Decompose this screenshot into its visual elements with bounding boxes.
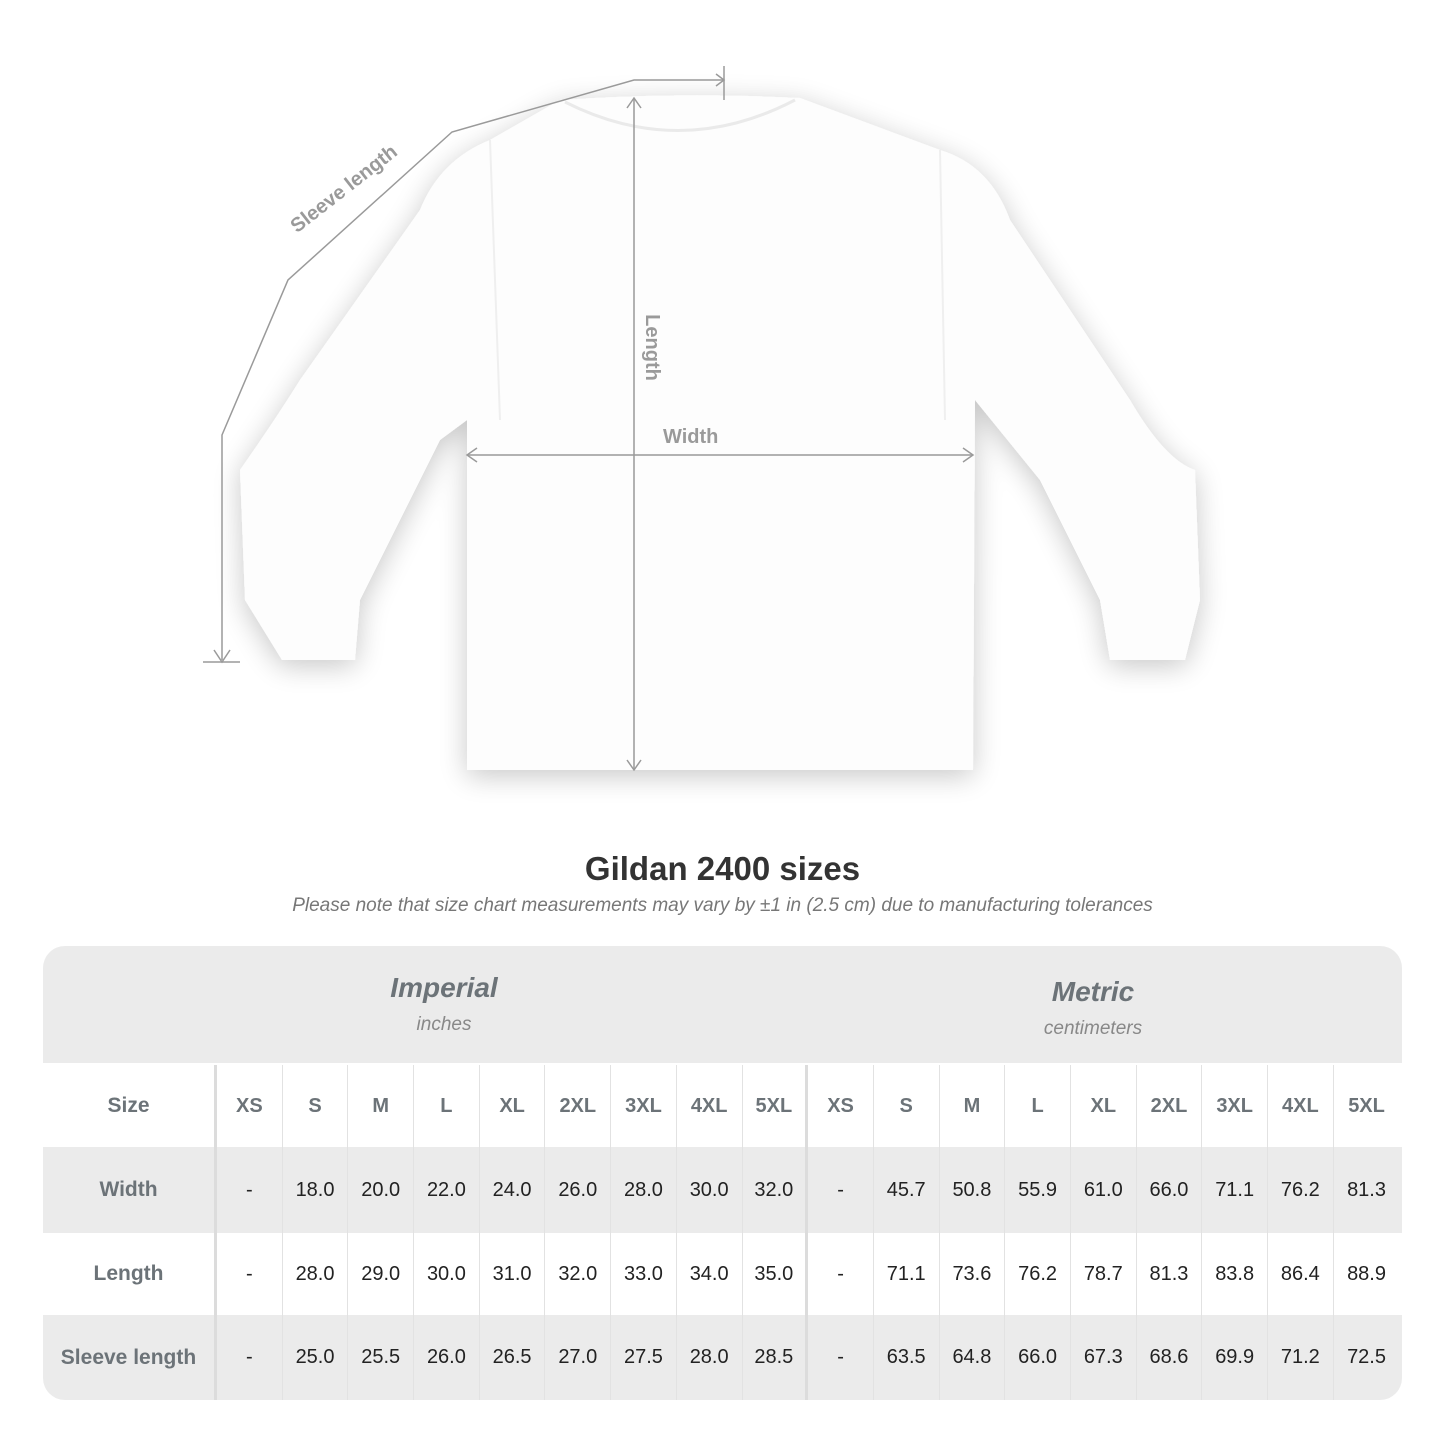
size-header-cell: XS: [217, 1065, 283, 1147]
long-sleeve-shirt-image: [240, 95, 1200, 770]
size-header-cell: 5XL: [1348, 1094, 1385, 1117]
size-header-cell: XS: [808, 1065, 874, 1147]
metric-value-cell: 68.6: [1137, 1315, 1203, 1400]
imperial-value-cell: 18.0: [283, 1147, 349, 1233]
imperial-title: Imperial: [390, 972, 498, 1003]
metric-title: Metric: [1051, 976, 1135, 1007]
imperial-value-cell: 32.0: [545, 1233, 612, 1315]
size-header-cell: M: [348, 1065, 415, 1147]
imperial-value-cell: 28.5: [743, 1315, 809, 1400]
metric-value-cell: 72.5: [1347, 1346, 1386, 1368]
imperial-value-cell: 25.0: [283, 1315, 349, 1400]
width-label: Width: [663, 426, 719, 448]
size-header-row: Size XS S M L XL 2XL 3XL 4XL 5XL XS S M L XL 2XL 3XL 4XL 5…: [43, 1065, 1402, 1147]
shirt-diagram: [203, 66, 1200, 772]
imperial-value-cell: 35.0: [743, 1233, 809, 1315]
size-header-cell: S: [283, 1065, 349, 1147]
size-table: Imperial inches Metric centimeters Size X…: [43, 946, 1402, 1400]
metric-value-cell: 76.2: [1005, 1233, 1071, 1315]
row-label: Sleeve length: [43, 1315, 217, 1400]
metric-value-cell: 66.0: [1005, 1315, 1071, 1400]
table-row: Length -28.0 29.0 30.0 31.0 32.0 33.0 34.0 35.0-…: [43, 1233, 1402, 1315]
size-header-cell: XL: [1071, 1065, 1137, 1147]
metric-value-cell: 83.8: [1202, 1233, 1268, 1315]
page-title: Gildan 2400 sizes: [584, 850, 861, 887]
size-header-cell: 4XL: [677, 1065, 743, 1147]
metric-value-cell: 76.2: [1268, 1147, 1334, 1233]
row-label: Length: [43, 1233, 217, 1315]
imperial-value-cell: 28.0: [611, 1147, 677, 1233]
imperial-value-cell: 20.0: [348, 1147, 415, 1233]
size-header-cell: XL: [480, 1065, 546, 1147]
size-header-cell: 5XL: [743, 1065, 809, 1147]
imperial-value-cell: 31.0: [480, 1233, 546, 1315]
table-row: Sleeve length -25.0 25.5 26.0 26.5 27.0 27.5 28…: [43, 1315, 1402, 1400]
metric-value-cell: 69.9: [1202, 1315, 1268, 1400]
imperial-value-cell: 27.0: [545, 1315, 612, 1400]
size-header-cell: 3XL: [1202, 1065, 1268, 1147]
metric-value-cell: 66.0: [1137, 1147, 1203, 1233]
metric-value-cell: -: [808, 1233, 874, 1315]
imperial-value-cell: -: [217, 1147, 283, 1233]
imperial-value-cell: 26.0: [414, 1315, 480, 1400]
metric-value-cell: 78.7: [1071, 1233, 1137, 1315]
measurement-lines: [203, 66, 975, 772]
metric-value-cell: 61.0: [1071, 1147, 1137, 1233]
imperial-value-cell: 22.0: [414, 1147, 480, 1233]
imperial-value-cell: 24.0: [480, 1147, 546, 1233]
size-header-cell: M: [940, 1065, 1006, 1147]
imperial-value-cell: 27.5: [611, 1315, 677, 1400]
metric-value-cell: 71.1: [874, 1233, 940, 1315]
metric-value-cell: -: [808, 1315, 874, 1400]
metric-header: Metric centimeters: [768, 976, 1402, 1040]
metric-value-cell: 63.5: [874, 1315, 940, 1400]
metric-unit: centimeters: [1043, 1018, 1143, 1039]
imperial-value-cell: 28.0: [283, 1233, 349, 1315]
imperial-value-cell: 29.0: [348, 1233, 415, 1315]
imperial-value-cell: 25.5: [348, 1315, 415, 1400]
metric-value-cell: 50.8: [940, 1147, 1006, 1233]
imperial-value-cell: -: [217, 1233, 283, 1315]
imperial-value-cell: 26.0: [545, 1147, 612, 1233]
metric-value-cell: 88.9: [1347, 1262, 1386, 1285]
metric-value-cell: 81.3: [1137, 1233, 1203, 1315]
metric-value-cell: 81.3: [1347, 1178, 1386, 1201]
metric-value-cell: 67.3: [1071, 1315, 1137, 1400]
metric-value-cell: 71.1: [1202, 1147, 1268, 1233]
length-label: Length: [640, 314, 663, 381]
table-row: Width -18.0 20.0 22.0 24.0 26.0 28.0 30.0 32.0-4…: [43, 1147, 1402, 1233]
size-header-cell: 2XL: [1137, 1065, 1203, 1147]
metric-value-cell: 55.9: [1005, 1147, 1071, 1233]
table-header: Imperial inches Metric centimeters: [43, 946, 1402, 1063]
imperial-value-cell: -: [217, 1315, 283, 1400]
metric-value-cell: 86.4: [1268, 1233, 1334, 1315]
imperial-value-cell: 30.0: [414, 1233, 480, 1315]
imperial-value-cell: 26.5: [480, 1315, 546, 1400]
imperial-value-cell: 33.0: [611, 1233, 677, 1315]
imperial-value-cell: 34.0: [677, 1233, 743, 1315]
size-header-cell: L: [1005, 1065, 1071, 1147]
imperial-value-cell: 32.0: [743, 1147, 809, 1233]
sleeve-length-line: [221, 79, 724, 660]
size-header-cell: 4XL: [1268, 1065, 1334, 1147]
tolerance-note: Please note that size chart measurements…: [292, 895, 1153, 916]
row-label: Width: [43, 1147, 217, 1233]
imperial-header: Imperial inches: [119, 972, 769, 1036]
imperial-value-cell: 30.0: [677, 1147, 743, 1233]
metric-value-cell: 73.6: [940, 1233, 1006, 1315]
metric-value-cell: 64.8: [940, 1315, 1006, 1400]
metric-value-cell: -: [808, 1147, 874, 1233]
metric-value-cell: 45.7: [874, 1147, 940, 1233]
imperial-value-cell: 28.0: [677, 1315, 743, 1400]
size-header-cell: L: [414, 1065, 480, 1147]
size-header-cell: 2XL: [545, 1065, 612, 1147]
row-label: Size: [43, 1065, 217, 1147]
metric-value-cell: 71.2: [1268, 1315, 1334, 1400]
size-header-cell: S: [874, 1065, 940, 1147]
size-header-cell: 3XL: [611, 1065, 677, 1147]
imperial-unit: inches: [416, 1014, 472, 1035]
